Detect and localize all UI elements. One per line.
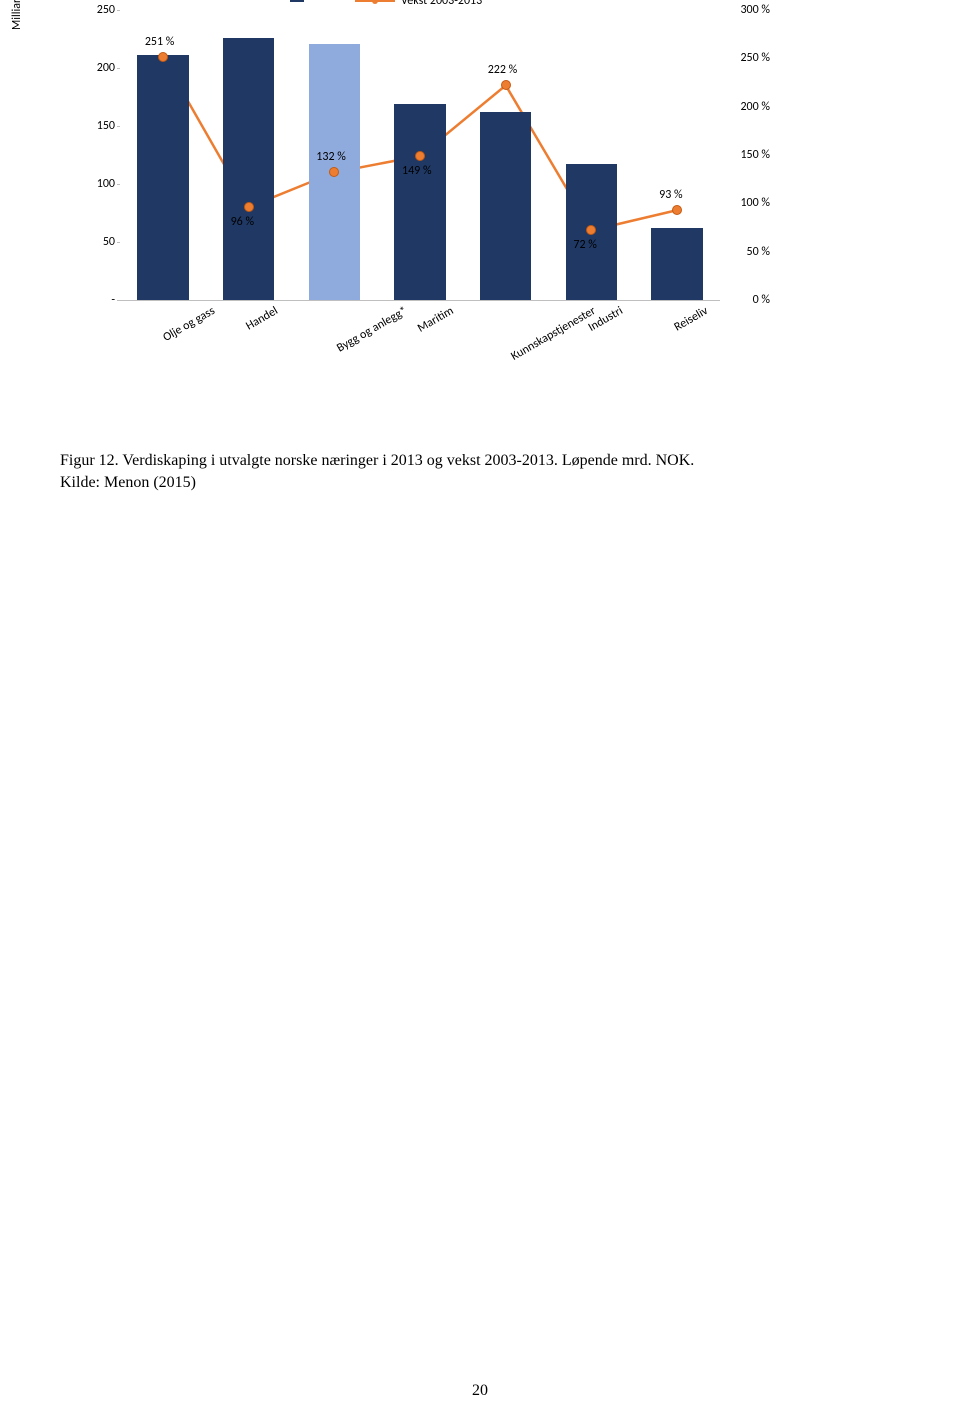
y2-tick-label: 300 % (725, 3, 770, 17)
bar (223, 38, 274, 300)
growth-label: 96 % (231, 215, 254, 229)
y2-tick-label: 250 % (725, 51, 770, 65)
y1-tick-label: - (80, 293, 115, 307)
x-axis-label: Handel (243, 304, 280, 333)
growth-label: 251 % (145, 35, 175, 49)
y1-tick-label: 250 (80, 3, 115, 17)
chart-container: Milliarder kroner 2013 Vekst 2003-2013 (60, 0, 800, 420)
caption-line1: Figur 12. Verdiskaping i utvalgte norske… (60, 452, 694, 469)
legend-bar-label: 2013 (310, 0, 334, 4)
growth-label: 132 % (316, 150, 346, 164)
line-marker (244, 202, 254, 212)
line-marker (672, 205, 682, 215)
y2-tick-label: 150 % (725, 148, 770, 162)
x-axis-label: Kunnskapstjenester (508, 304, 597, 364)
chart-legend: 2013 Vekst 2003-2013 (290, 0, 500, 8)
y1-tick-label: 150 (80, 119, 115, 133)
legend-line-swatch (355, 0, 395, 4)
x-axis-label: Olje og gass (161, 304, 218, 345)
bar (137, 55, 188, 300)
combo-chart: Milliarder kroner 2013 Vekst 2003-2013 (60, 0, 800, 420)
y2-tick-label: 200 % (725, 100, 770, 114)
line-marker (501, 80, 511, 90)
legend-line: Vekst 2003-2013 (355, 0, 482, 8)
legend-bar: 2013 (290, 0, 334, 4)
y2-tick-label: 100 % (725, 196, 770, 210)
y2-tick-label: 50 % (725, 245, 770, 259)
figure-caption: Figur 12. Verdiskaping i utvalgte norske… (60, 450, 860, 493)
y1-tick-label: 50 (80, 235, 115, 249)
legend-bar-swatch (290, 0, 304, 2)
bar (651, 228, 702, 300)
line-marker (415, 151, 425, 161)
legend-line-label: Vekst 2003-2013 (401, 0, 482, 8)
line-marker (586, 225, 596, 235)
x-axis-label: Bygg og anlegg* (335, 304, 410, 355)
x-axis-label: Maritim (415, 304, 456, 336)
line-marker (329, 167, 339, 177)
growth-label: 222 % (488, 63, 518, 77)
x-axis-label: Reiseliv (672, 304, 711, 334)
y2-tick-label: 0 % (725, 293, 770, 307)
growth-label: 72 % (573, 238, 596, 252)
bar (394, 104, 445, 300)
page-number: 20 (0, 1382, 960, 1400)
y-axis-title: Milliarder kroner (10, 0, 24, 30)
y1-tick-label: 100 (80, 177, 115, 191)
growth-label: 93 % (659, 188, 682, 202)
line-marker (158, 52, 168, 62)
growth-label: 149 % (402, 164, 432, 178)
bar (480, 112, 531, 300)
caption-line2: Kilde: Menon (2015) (60, 474, 196, 491)
y1-tick-label: 200 (80, 61, 115, 75)
plot-area: -501001502002500 %50 %100 %150 %200 %250… (120, 10, 720, 301)
